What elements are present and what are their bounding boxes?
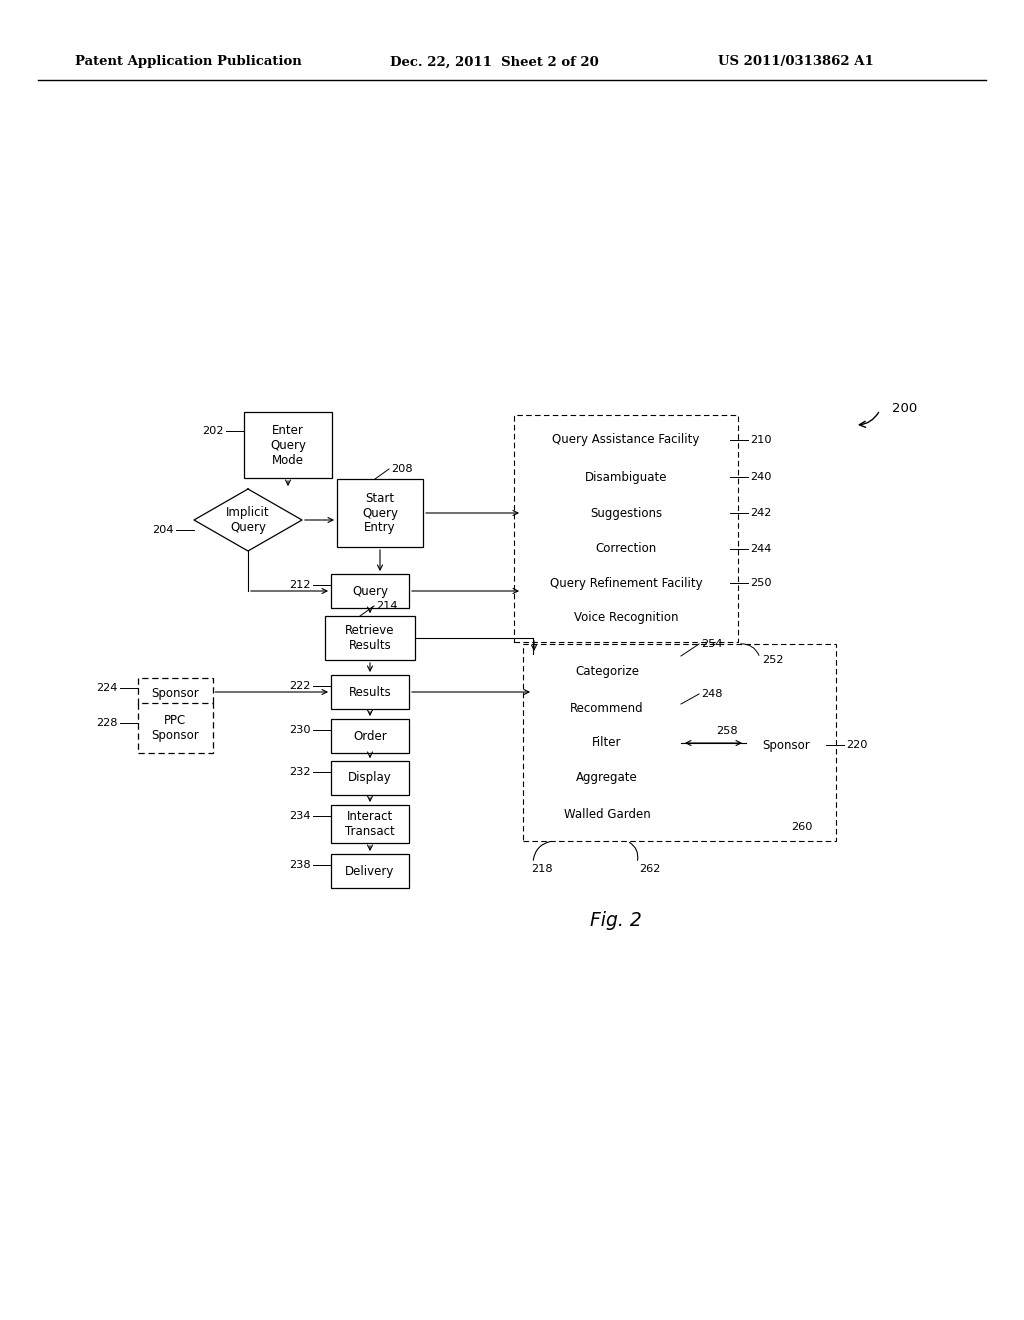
Text: Interact
Transact: Interact Transact bbox=[345, 810, 395, 838]
Text: 204: 204 bbox=[153, 525, 174, 535]
Text: Disambiguate: Disambiguate bbox=[585, 470, 668, 483]
Text: Voice Recognition: Voice Recognition bbox=[573, 611, 678, 624]
Text: 250: 250 bbox=[750, 578, 772, 587]
Text: 210: 210 bbox=[750, 436, 772, 445]
Text: Fig. 2: Fig. 2 bbox=[590, 911, 642, 929]
Bar bbox=[331, 854, 409, 888]
Text: 238: 238 bbox=[290, 861, 311, 870]
Text: 242: 242 bbox=[750, 508, 771, 517]
Text: Recommend: Recommend bbox=[570, 701, 644, 714]
Text: 260: 260 bbox=[791, 822, 812, 832]
Text: Query Assistance Facility: Query Assistance Facility bbox=[552, 433, 699, 446]
Text: 234: 234 bbox=[290, 810, 311, 821]
Bar bbox=[331, 762, 409, 795]
Bar bbox=[522, 602, 730, 634]
Text: Categorize: Categorize bbox=[575, 664, 639, 677]
Text: 212: 212 bbox=[290, 579, 311, 590]
Text: 208: 208 bbox=[391, 465, 413, 474]
Bar bbox=[746, 729, 826, 762]
Text: Dec. 22, 2011  Sheet 2 of 20: Dec. 22, 2011 Sheet 2 of 20 bbox=[390, 55, 599, 69]
Text: Start
Query
Entry: Start Query Entry bbox=[362, 491, 398, 535]
Text: Sponsor: Sponsor bbox=[762, 738, 810, 751]
Text: 262: 262 bbox=[639, 865, 660, 874]
Text: Walled Garden: Walled Garden bbox=[563, 808, 650, 821]
Text: 218: 218 bbox=[531, 865, 553, 874]
Text: 232: 232 bbox=[290, 767, 311, 777]
Bar bbox=[534, 762, 681, 795]
Text: Retrieve
Results: Retrieve Results bbox=[345, 624, 394, 652]
Bar bbox=[534, 799, 681, 832]
Bar bbox=[523, 644, 836, 841]
Bar bbox=[534, 692, 681, 723]
Text: Sponsor: Sponsor bbox=[152, 686, 199, 700]
Bar bbox=[137, 704, 213, 752]
Text: Display: Display bbox=[348, 771, 392, 784]
Text: Order: Order bbox=[353, 730, 387, 742]
Text: 254: 254 bbox=[701, 639, 723, 649]
Text: Query: Query bbox=[352, 585, 388, 598]
Text: 228: 228 bbox=[96, 718, 118, 729]
Text: Query Refinement Facility: Query Refinement Facility bbox=[550, 577, 702, 590]
Text: Results: Results bbox=[348, 685, 391, 698]
Text: 222: 222 bbox=[290, 681, 311, 690]
Text: 258: 258 bbox=[716, 726, 737, 737]
Bar bbox=[331, 574, 409, 609]
Text: Filter: Filter bbox=[592, 737, 622, 750]
Text: 224: 224 bbox=[96, 682, 118, 693]
Text: Delivery: Delivery bbox=[345, 865, 394, 878]
Bar bbox=[522, 461, 730, 492]
Bar bbox=[522, 533, 730, 565]
Bar bbox=[337, 479, 423, 546]
Text: Aggregate: Aggregate bbox=[577, 771, 638, 784]
Bar bbox=[244, 412, 332, 478]
Text: Enter
Query
Mode: Enter Query Mode bbox=[270, 424, 306, 466]
Text: US 2011/0313862 A1: US 2011/0313862 A1 bbox=[718, 55, 873, 69]
Bar bbox=[534, 727, 681, 759]
Text: 240: 240 bbox=[750, 473, 771, 482]
Bar bbox=[522, 422, 730, 457]
Text: 202: 202 bbox=[203, 426, 224, 436]
Bar bbox=[522, 568, 730, 599]
Bar bbox=[137, 678, 213, 708]
Text: 200: 200 bbox=[892, 401, 918, 414]
Bar bbox=[522, 498, 730, 529]
Text: 252: 252 bbox=[762, 655, 783, 665]
Text: PPC
Sponsor: PPC Sponsor bbox=[152, 714, 199, 742]
Text: 214: 214 bbox=[376, 601, 397, 611]
Bar bbox=[331, 805, 409, 843]
Bar bbox=[534, 653, 681, 688]
Bar bbox=[331, 675, 409, 709]
Text: 248: 248 bbox=[701, 689, 723, 700]
Bar bbox=[331, 719, 409, 752]
Text: Patent Application Publication: Patent Application Publication bbox=[75, 55, 302, 69]
Text: 230: 230 bbox=[290, 725, 311, 735]
Text: 244: 244 bbox=[750, 544, 771, 554]
Text: Correction: Correction bbox=[595, 543, 656, 556]
Text: Implicit
Query: Implicit Query bbox=[226, 506, 269, 535]
Bar bbox=[514, 414, 738, 642]
Text: Suggestions: Suggestions bbox=[590, 507, 663, 520]
Text: 220: 220 bbox=[846, 741, 867, 750]
Bar bbox=[325, 616, 415, 660]
